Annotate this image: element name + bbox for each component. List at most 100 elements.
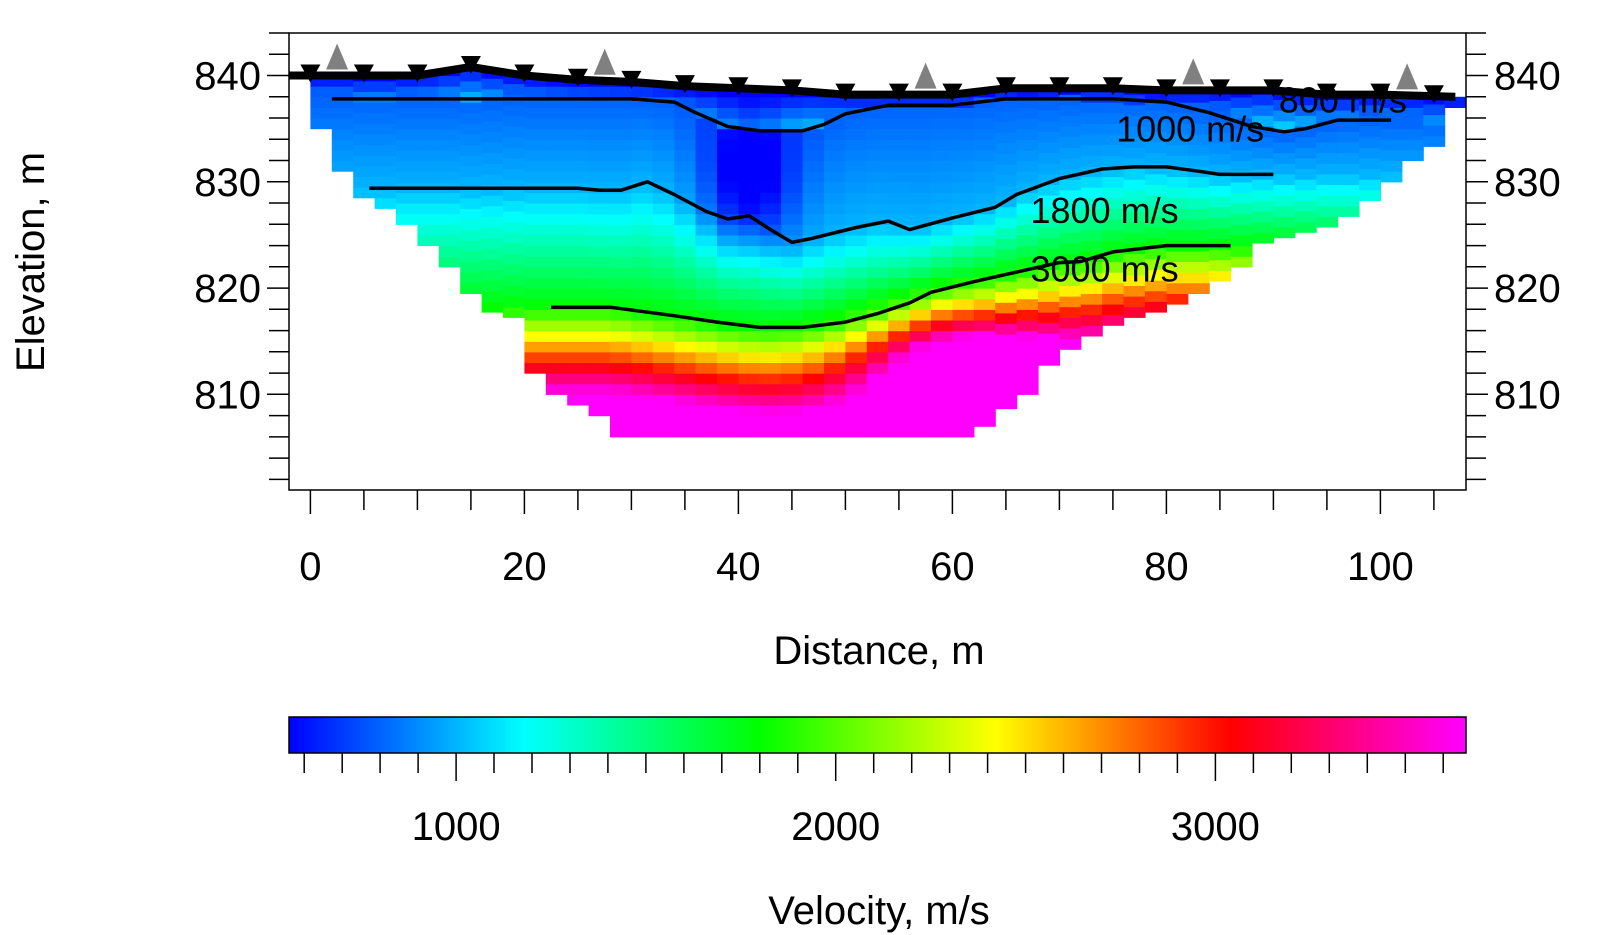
velocity-cell [503,83,525,95]
velocity-cell [695,96,718,108]
velocity-cell [1145,227,1167,239]
velocity-cell [481,88,504,100]
velocity-cell [374,91,397,103]
velocity-cell [610,96,632,108]
velocity-cell [652,245,675,257]
velocity-cell [866,245,889,257]
velocity-cell [1209,196,1232,208]
velocity-cell [1359,126,1381,138]
velocity-cell [759,266,782,278]
velocity-cell [1059,285,1082,297]
velocity-cell [995,376,1018,388]
velocity-cell [674,266,697,278]
velocity-cell [1316,173,1339,185]
velocity-cell [909,224,932,236]
velocity-cell [1252,136,1274,148]
velocity-cell [802,96,825,108]
velocity-cell [1038,237,1060,249]
velocity-cell [1401,128,1424,140]
velocity-cell [738,181,761,193]
velocity-cell [310,75,333,87]
velocity-cell [1380,160,1403,172]
velocity-cell [952,373,975,385]
velocity-cell [374,155,397,167]
velocity-cell [1123,179,1146,191]
velocity-cell [802,203,825,215]
velocity-cell [866,181,889,193]
velocity-cell [310,118,333,130]
velocity-cell [1123,285,1146,297]
velocity-cell [524,330,547,342]
velocity-cell [1123,189,1146,201]
velocity-cell [866,351,889,363]
velocity-cell [995,185,1018,197]
velocity-cell [759,341,782,353]
velocity-cell [588,277,611,289]
velocity-cell [695,351,718,363]
velocity-cell [888,309,911,321]
velocity-cell [674,362,697,374]
velocity-cell [695,245,718,257]
velocity-cell [824,341,846,353]
velocity-cell [866,107,889,119]
velocity-cell [674,405,697,417]
velocity-cell [1187,250,1210,263]
velocity-cell [1080,91,1103,103]
y-tick-label-left: 810 [194,373,261,417]
velocity-cell [695,362,718,374]
velocity-cell [1059,221,1082,233]
y-tick-label-left: 820 [194,267,261,311]
velocity-cell [909,128,932,140]
velocity-cell [438,75,461,87]
velocity-cell [567,330,590,342]
velocity-cell [695,139,718,151]
velocity-cell [931,426,953,438]
velocity-cell [738,213,761,225]
velocity-cell [524,213,547,225]
velocity-cell [331,96,354,108]
velocity-cell [1145,110,1167,122]
velocity-cell [1230,203,1253,215]
velocity-cell [652,383,675,395]
velocity-cell [759,405,782,417]
velocity-cell [717,245,739,257]
velocity-cell [588,330,611,342]
velocity-cell [567,139,590,151]
velocity-cell [524,192,547,204]
x-tick-label: 0 [299,545,321,589]
velocity-cell [781,171,804,183]
velocity-cell [802,405,825,417]
x-axis: 0 20 40 60 80 100 [299,490,1435,589]
velocity-cell [781,213,804,225]
velocity-cell [460,102,483,114]
velocity-cell [503,296,525,308]
velocity-cell [781,341,804,353]
receiver-marker [942,83,963,102]
velocity-cell [909,426,932,438]
velocity-cell [1016,245,1039,257]
velocity-cell [1166,91,1189,103]
velocity-cell [1102,261,1125,273]
velocity-cell [845,118,868,130]
velocity-cell [1187,219,1210,231]
velocity-cell [1209,270,1232,282]
velocity-cell [717,224,739,236]
velocity-cell [588,160,611,172]
velocity-cell [1273,141,1296,154]
x-axis-title: Distance, m [773,629,984,673]
velocity-cell [759,320,782,332]
velocity-cell [931,149,953,162]
velocity-cell [1038,248,1060,260]
velocity-cell [952,394,975,406]
velocity-cell [931,107,953,119]
velocity-cell [674,107,697,119]
velocity-cell [1016,128,1039,140]
velocity-cell [588,234,611,247]
velocity-cell [973,309,996,321]
velocity-cell [545,118,568,130]
source-marker [593,48,616,75]
velocity-cell [1123,253,1146,265]
velocity-cell [652,351,675,363]
velocity-cell [738,171,761,183]
velocity-cell [374,123,397,135]
